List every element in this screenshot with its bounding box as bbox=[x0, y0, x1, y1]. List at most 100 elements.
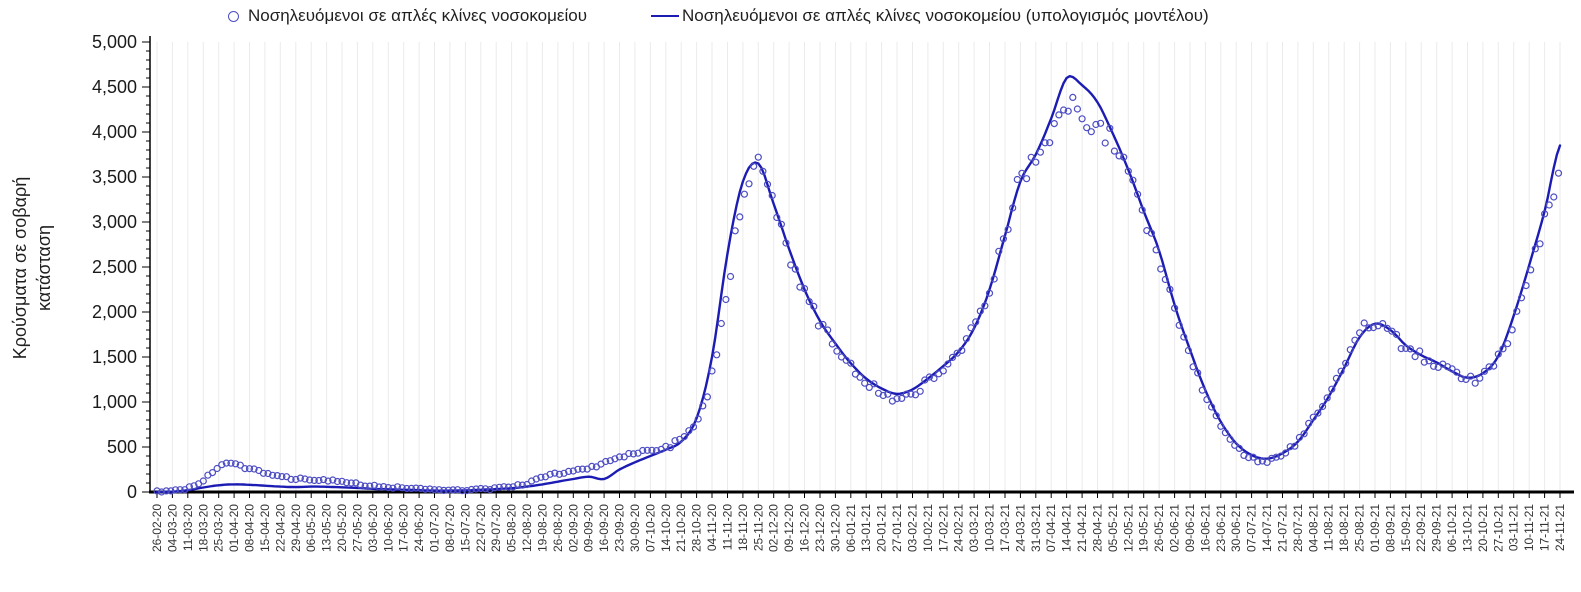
observed-point bbox=[546, 470, 554, 478]
observed-point bbox=[1365, 324, 1373, 332]
x-tick-label: 02-12-20 bbox=[767, 504, 781, 552]
observed-point bbox=[1392, 330, 1401, 339]
observed-point bbox=[153, 487, 161, 495]
observed-point bbox=[981, 302, 989, 310]
x-tick-label: 06-01-21 bbox=[844, 504, 858, 552]
observed-point bbox=[865, 383, 873, 391]
x-tick-label: 17-03-21 bbox=[998, 504, 1012, 552]
observed-point bbox=[393, 483, 402, 491]
observed-point bbox=[1471, 379, 1479, 387]
observed-point bbox=[185, 483, 193, 491]
observed-point bbox=[856, 373, 864, 381]
observed-point bbox=[1129, 176, 1137, 184]
x-tick-label: 08-04-20 bbox=[243, 504, 257, 552]
observed-point bbox=[1420, 358, 1428, 366]
x-tick-label: 14-07-21 bbox=[1260, 504, 1274, 552]
observed-point bbox=[810, 302, 818, 310]
x-tick-label: 16-06-21 bbox=[1198, 504, 1212, 552]
x-tick-label: 04-03-20 bbox=[165, 504, 179, 552]
x-tick-label: 28-07-21 bbox=[1291, 504, 1305, 552]
observed-point bbox=[555, 470, 564, 478]
observed-point bbox=[273, 472, 281, 480]
observed-point bbox=[532, 475, 540, 483]
x-tick-label: 13-01-21 bbox=[859, 504, 873, 552]
model-line bbox=[155, 75, 1562, 494]
observed-point bbox=[1166, 285, 1174, 293]
observed-point bbox=[879, 391, 887, 400]
observed-point bbox=[356, 481, 365, 489]
y-tick-label: 1,500 bbox=[92, 347, 137, 367]
observed-point bbox=[232, 460, 240, 468]
observed-point bbox=[1217, 422, 1225, 430]
x-tick-label: 08-09-21 bbox=[1383, 504, 1397, 552]
observed-point bbox=[1453, 368, 1461, 376]
observed-point bbox=[1429, 362, 1438, 370]
observed-point bbox=[1175, 321, 1183, 329]
x-tick-label: 11-08-21 bbox=[1322, 504, 1336, 551]
observed-point bbox=[241, 465, 249, 473]
legend-item-observed: Νοσηλευόμενοι σε απλές κλίνες νοσοκομείο… bbox=[228, 6, 587, 26]
x-tick-label: 28-10-20 bbox=[690, 504, 704, 552]
observed-point bbox=[1291, 442, 1299, 450]
legend-label-observed: Νοσηλευόμενοι σε απλές κλίνες νοσοκομείο… bbox=[248, 6, 588, 25]
observed-point bbox=[306, 476, 314, 484]
observed-point bbox=[837, 353, 846, 361]
observed-point bbox=[1022, 175, 1031, 183]
observed-point bbox=[731, 227, 739, 235]
observed-point bbox=[366, 482, 374, 490]
y-tick-label: 4,500 bbox=[92, 77, 137, 97]
observed-point bbox=[444, 486, 452, 494]
observed-point bbox=[990, 275, 998, 283]
x-tick-label: 25-03-20 bbox=[212, 504, 226, 552]
x-tick-label: 23-09-20 bbox=[613, 504, 627, 552]
observed-point bbox=[948, 353, 957, 361]
observed-point bbox=[1411, 353, 1419, 361]
x-tick-label: 06-05-20 bbox=[304, 504, 318, 552]
observed-point bbox=[338, 477, 346, 485]
observed-point bbox=[1309, 413, 1317, 421]
observed-point bbox=[777, 220, 786, 228]
x-tick-label: 05-05-21 bbox=[1106, 504, 1120, 552]
x-tick-label: 27-01-21 bbox=[890, 504, 904, 552]
x-tick-label: 03-03-21 bbox=[967, 504, 981, 552]
observed-point bbox=[1004, 225, 1012, 234]
observed-point bbox=[421, 485, 429, 493]
observed-point bbox=[472, 485, 480, 493]
x-tick-label: 23-12-20 bbox=[813, 504, 827, 552]
x-tick-label: 03-11-21 bbox=[1507, 504, 1521, 551]
observed-point bbox=[477, 484, 485, 493]
observed-point bbox=[398, 484, 406, 492]
observed-point bbox=[426, 485, 434, 493]
observed-point bbox=[361, 482, 369, 490]
observed-point bbox=[380, 483, 388, 491]
observed-point bbox=[907, 390, 915, 398]
observed-point bbox=[773, 213, 781, 222]
observed-point bbox=[1485, 363, 1493, 371]
observed-point bbox=[833, 347, 841, 355]
x-tick-label: 21-07-21 bbox=[1276, 504, 1290, 552]
observed-point bbox=[648, 446, 656, 454]
observed-point bbox=[1152, 246, 1160, 254]
observed-point bbox=[939, 367, 947, 375]
observed-point bbox=[893, 395, 901, 403]
x-tick-label: 27-05-20 bbox=[350, 504, 364, 552]
observed-point bbox=[1318, 402, 1327, 411]
y-tick-label: 4,000 bbox=[92, 122, 137, 142]
x-tick-label: 19-08-20 bbox=[535, 504, 549, 552]
observed-point bbox=[1476, 374, 1484, 382]
observed-point bbox=[1078, 115, 1086, 123]
y-tick-label: 1,000 bbox=[92, 392, 137, 412]
x-tick-label: 07-04-21 bbox=[1044, 504, 1058, 552]
observed-point bbox=[199, 477, 207, 485]
observed-point bbox=[985, 289, 994, 297]
observed-point bbox=[1226, 435, 1234, 443]
x-tick-label: 23-06-21 bbox=[1214, 504, 1228, 552]
x-tick-label: 16-12-20 bbox=[798, 504, 812, 552]
x-tick-label: 24-02-21 bbox=[952, 504, 966, 552]
observed-point bbox=[1295, 433, 1304, 442]
observed-point bbox=[1087, 128, 1095, 136]
observed-point bbox=[763, 180, 772, 188]
x-tick-label: 24-03-21 bbox=[1013, 504, 1027, 552]
observed-point bbox=[930, 374, 938, 383]
observed-point bbox=[407, 484, 415, 492]
